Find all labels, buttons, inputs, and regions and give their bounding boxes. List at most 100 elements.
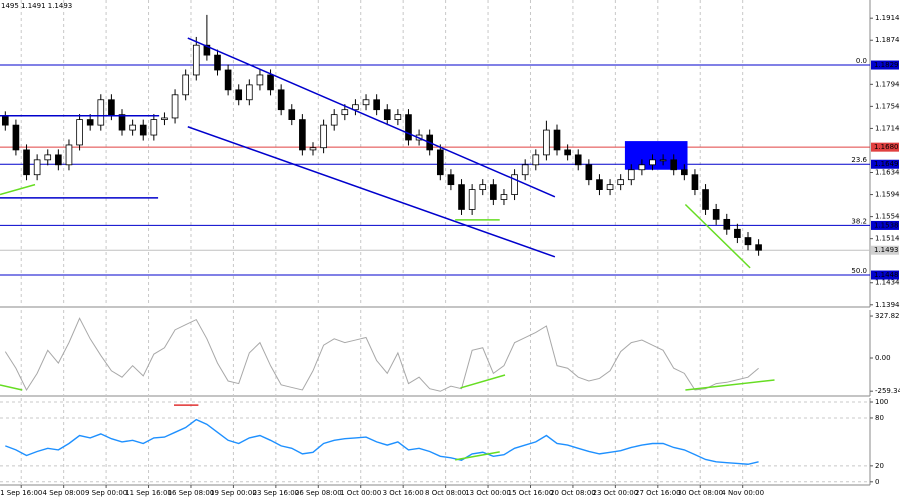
candle-body (712, 209, 720, 220)
candle-body (235, 89, 243, 101)
candle-body (1, 116, 9, 126)
candle-body (670, 159, 678, 171)
candle-body (330, 114, 338, 126)
candle-body (617, 179, 624, 186)
level-price-label: 1.1680 (874, 143, 899, 151)
y-tick-label: 0.00 (875, 354, 891, 362)
candle-body (755, 244, 762, 251)
trendline (460, 374, 506, 389)
candle-body (246, 84, 253, 101)
candle-body (691, 174, 699, 191)
y-tick-label: 1.1394 (875, 301, 900, 309)
candle-body (182, 74, 189, 96)
x-tick-label: 20 Oct 08:00 (550, 489, 596, 497)
y-tick-label: 0 (875, 478, 879, 486)
candle-body (65, 144, 73, 166)
candle-body (203, 44, 211, 56)
x-tick-label: 9 Sep 00:00 (85, 489, 127, 497)
candle-body (129, 124, 136, 131)
y-tick-label: 1.1434 (875, 279, 900, 287)
level-price-label: 1.1829 (874, 61, 899, 69)
fib-label: 23.6 (851, 156, 867, 164)
candle-body (108, 99, 115, 116)
candle-body (76, 119, 83, 146)
last-price-label: 1.1493 (874, 246, 899, 254)
x-tick-label: 26 Sep 08:00 (295, 489, 342, 497)
candle-body (23, 149, 30, 176)
candle-body (267, 74, 274, 91)
y-tick-label: 327.826 (875, 312, 900, 320)
candle-body (638, 164, 646, 171)
y-tick-label: -259.342 (875, 387, 900, 395)
y-tick-label: 1.1714 (875, 124, 900, 132)
header-text: 1495 1.1491 1.1493 (1, 2, 72, 10)
y-tick-label: 1.1794 (875, 80, 900, 88)
candle-body (33, 159, 41, 176)
candle-body (341, 109, 349, 116)
candle-body (55, 154, 62, 166)
candle-body (574, 154, 582, 166)
candle-body (192, 44, 200, 76)
candle-body (288, 109, 296, 121)
x-tick-label: 30 Oct 08:00 (677, 489, 723, 497)
candle-body (373, 99, 380, 111)
x-tick-label: 13 Oct 00:00 (465, 489, 511, 497)
candle-body (627, 169, 635, 181)
level-price-box (871, 220, 899, 230)
candle-body (86, 119, 94, 126)
x-tick-label: 27 Oct 16:00 (635, 489, 681, 497)
candle-body (649, 159, 656, 166)
x-tick-label: 16 Sep 08:00 (168, 489, 215, 497)
x-tick-label: 11 Sep 16:00 (125, 489, 172, 497)
trendline (0, 384, 23, 391)
trendline (0, 183, 36, 196)
fib-label: 50.0 (851, 267, 867, 275)
candle-body (564, 149, 571, 156)
candle-body (436, 149, 444, 176)
level-price-box (871, 270, 899, 280)
candle-body (606, 184, 614, 191)
candle-body (320, 124, 327, 149)
candle-body (150, 119, 158, 136)
trendline (187, 37, 556, 198)
candle-body (553, 129, 561, 151)
y-tick-label: 1.1554 (875, 213, 900, 221)
indicator-line (5, 418, 759, 465)
candle-body (44, 154, 52, 161)
x-tick-label: 23 Sep 16:00 (252, 489, 299, 497)
y-tick-label: 1.1754 (875, 102, 900, 110)
candle-body (702, 189, 709, 210)
y-tick-label: 1.1874 (875, 36, 900, 44)
candle-body (405, 114, 412, 141)
y-tick-label: 1.1634 (875, 169, 900, 177)
candle-body (723, 218, 731, 230)
candle-body (277, 89, 285, 111)
candle-body (596, 179, 603, 191)
candle-body (447, 174, 455, 186)
candle-body (139, 124, 147, 136)
y-tick-label: 1.1594 (875, 191, 900, 199)
level-price-label: 1.1649 (874, 160, 899, 168)
candle-body (734, 228, 741, 238)
x-tick-label: 19 Sep 00:00 (210, 489, 257, 497)
candle-body (12, 124, 20, 151)
y-tick-label: 20 (875, 462, 884, 470)
x-tick-label: 23 Oct 00:00 (593, 489, 639, 497)
x-tick-label: 15 Oct 16:00 (508, 489, 554, 497)
x-tick-label: 1 Sep 16:00 (0, 489, 42, 497)
candle-body (256, 74, 264, 86)
candle-body (681, 169, 688, 176)
candle-body (468, 189, 476, 210)
x-tick-label: 3 Oct 16:00 (383, 489, 424, 497)
candle-body (659, 159, 667, 162)
last-price-box (871, 245, 899, 255)
candle-body (511, 174, 518, 195)
x-tick-label: 4 Nov 00:00 (721, 489, 764, 497)
candle-body (352, 104, 359, 111)
fib-label: 38.2 (851, 217, 867, 225)
level-price-box (871, 159, 899, 169)
zone (624, 141, 688, 170)
candle-body (299, 119, 306, 151)
fib-label: 0.0 (856, 57, 867, 65)
